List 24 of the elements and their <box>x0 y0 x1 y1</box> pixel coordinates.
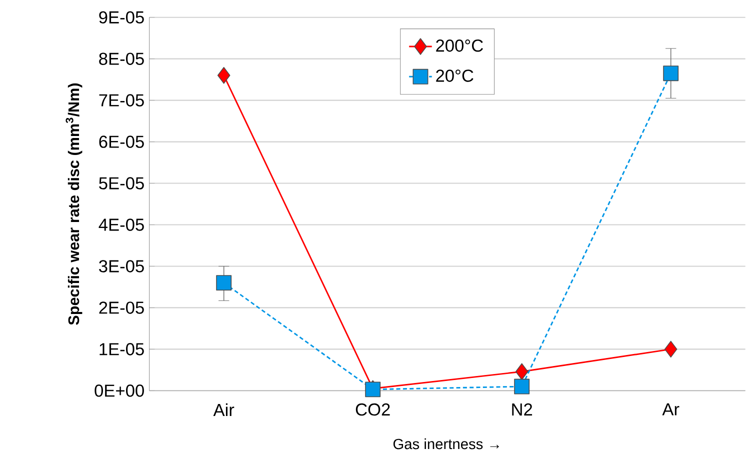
y-axis-title: Specific wear rate disc (mm$^{3}$/Nm) <box>66 83 82 325</box>
point <box>664 340 678 358</box>
y-tick-label: 1E-05 <box>100 343 144 356</box>
y-tick-label: 8E-05 <box>99 52 144 65</box>
y-tick-label: 0E+00 <box>94 384 144 397</box>
legend-label: 200°C <box>436 39 483 52</box>
y-tick-label: 9E-05 <box>99 11 144 24</box>
x-tick-label: CO2 <box>356 403 390 416</box>
point <box>217 67 230 84</box>
x-tick-label: N2 <box>512 403 532 416</box>
y-tick-label: 3E-05 <box>99 260 144 272</box>
y-tick-label: 4E-05 <box>98 218 144 231</box>
y-tick-label: 5E-05 <box>99 177 144 190</box>
point <box>663 66 679 82</box>
x-axis-title: Gas inertness → <box>393 438 499 450</box>
point <box>216 275 232 291</box>
y-tick-label: 2E-05 <box>99 302 144 314</box>
point <box>514 378 530 394</box>
point <box>515 363 528 380</box>
legend-label: 20°C <box>436 70 474 82</box>
x-tick-label: Air <box>213 403 234 416</box>
y-tick-label: 7E-05 <box>99 94 144 106</box>
y-tick-label: 6E-05 <box>99 136 144 148</box>
x-tick-label: Ar <box>662 403 680 416</box>
